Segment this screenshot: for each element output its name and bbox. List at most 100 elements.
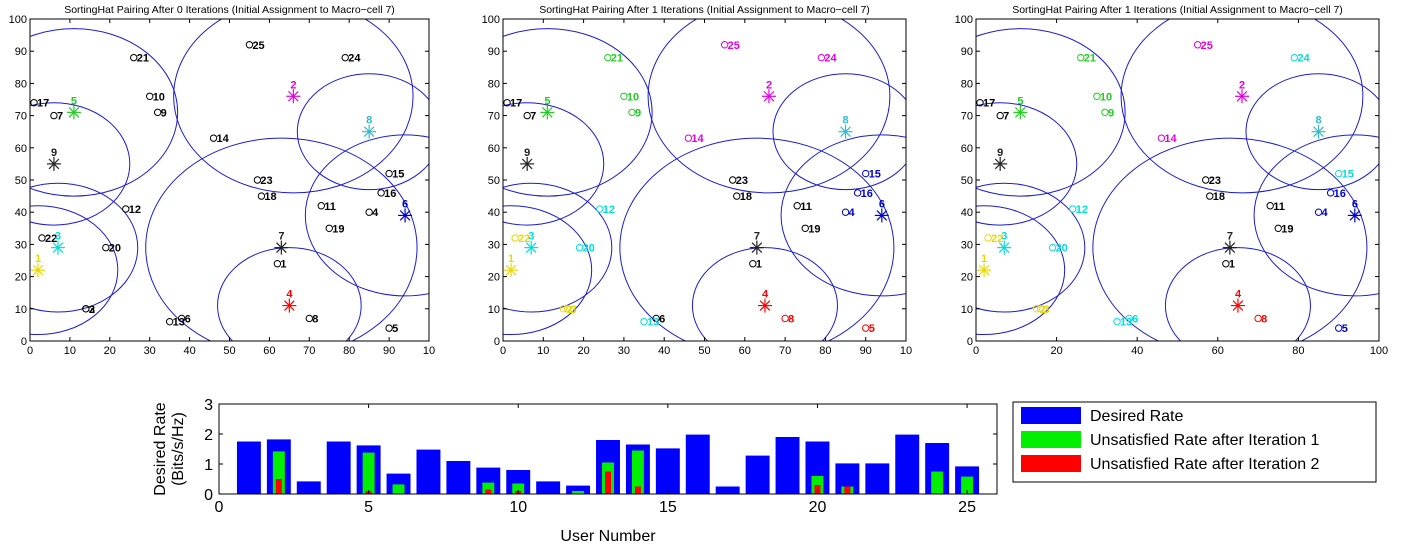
y-tick-label: 90 — [15, 46, 27, 58]
user-label-17: 17 — [37, 98, 49, 110]
cell-label-9: 9 — [997, 147, 1003, 159]
user-marker-22 — [984, 234, 992, 242]
user-label-13: 13 — [1120, 317, 1132, 329]
bar-y-tick-label: 2 — [204, 427, 213, 444]
user-label-4: 4 — [372, 207, 379, 219]
user-marker-6 — [177, 314, 186, 323]
bar-3-user-2 — [275, 479, 282, 494]
user-label-15: 15 — [869, 169, 881, 181]
x-tick-label: 50 — [223, 345, 235, 357]
user-label-8: 8 — [1261, 313, 1267, 325]
user-label-6: 6 — [659, 313, 665, 325]
user-label-25: 25 — [1201, 40, 1213, 52]
bar-y-axis-label-line-1: Desired Rate — [152, 402, 169, 495]
y-tick-label: 40 — [15, 207, 27, 219]
user-marker-2 — [559, 305, 568, 313]
user-marker-25 — [245, 41, 254, 49]
user-label-7: 7 — [57, 111, 63, 123]
bar-3-user-9 — [485, 489, 492, 494]
bar-2-user-5 — [362, 452, 375, 494]
user-label-14: 14 — [217, 133, 230, 145]
user-marker-10 — [620, 92, 628, 100]
cell-label-7: 7 — [278, 231, 284, 243]
cell-star-3 — [50, 240, 65, 255]
user-marker-23 — [1202, 176, 1210, 184]
cell-star-4 — [1230, 298, 1245, 313]
bar-x-tick-label: 10 — [509, 499, 527, 516]
user-label-11: 11 — [800, 201, 812, 213]
bar-1-user-4 — [326, 441, 351, 494]
coverage-circles — [503, 19, 906, 341]
user-label-19: 19 — [808, 223, 820, 235]
user-label-7: 7 — [530, 111, 536, 123]
user-label-20: 20 — [1056, 243, 1068, 255]
bar-2-user-14 — [631, 450, 644, 494]
user-marker-16 — [853, 189, 862, 197]
scatter-panel-1: SortingHat Pairing After 0 Iterations (I… — [9, 4, 435, 357]
user-marker-13 — [165, 317, 174, 326]
user-label-15: 15 — [1342, 169, 1354, 181]
user-marker-3 — [1036, 305, 1045, 313]
user-marker-19 — [325, 224, 333, 233]
user-label-24: 24 — [348, 53, 361, 65]
bar-3-user-20 — [814, 485, 821, 494]
legend-swatch-1 — [1021, 407, 1081, 424]
cell-label-4: 4 — [1235, 289, 1242, 301]
cell-label-7: 7 — [1227, 231, 1233, 243]
cell-label-5: 5 — [544, 95, 550, 107]
user-marker-10 — [146, 92, 154, 100]
x-tick-label: 40 — [658, 345, 670, 357]
user-label-23: 23 — [260, 175, 272, 187]
cell-star-9 — [993, 156, 1008, 171]
panel-title: SortingHat Pairing After 1 Iterations (I… — [1012, 4, 1343, 16]
cell-star-2 — [761, 89, 776, 104]
user-label-4: 4 — [1322, 207, 1329, 219]
user-label-1: 1 — [756, 259, 762, 271]
user-marker-10 — [1093, 92, 1101, 100]
y-tick-label: 60 — [15, 143, 27, 155]
coverage-circle-3 — [976, 182, 1086, 313]
bar-y-axis-label-line-2: (Bits/s/Hz) — [170, 412, 187, 486]
coverage-circle-4 — [217, 247, 362, 341]
legend: Desired Rate Unsatisfied Rate after Itera… — [1012, 401, 1377, 483]
bar-y-tick-label: 3 — [204, 397, 213, 414]
y-tick-label: 0 — [967, 336, 973, 348]
legend-swatch-2 — [1021, 431, 1081, 448]
user-label-1: 1 — [280, 259, 286, 271]
y-tick-label: 50 — [15, 175, 27, 187]
coverage-circle-2 — [173, 19, 414, 194]
y-tick-label: 80 — [488, 78, 500, 90]
coverage-circle-6 — [780, 134, 906, 297]
user-label-9: 9 — [161, 107, 167, 119]
user-marker-12 — [596, 205, 604, 213]
cell-star-5 — [66, 105, 81, 120]
cell-star-8 — [362, 124, 377, 139]
cell-star-6 — [398, 208, 413, 223]
user-label-12: 12 — [1076, 204, 1088, 216]
user-marker-9 — [628, 108, 636, 117]
user-marker-14 — [209, 134, 218, 142]
user-marker-14 — [1157, 134, 1166, 142]
y-tick-label: 70 — [488, 111, 500, 123]
cell-label-5: 5 — [1017, 95, 1023, 107]
cell-label-8: 8 — [1316, 115, 1322, 127]
bar-x-axis-label: User Number — [560, 528, 656, 545]
y-tick-label: 80 — [961, 78, 973, 90]
user-label-2: 2 — [566, 304, 572, 316]
y-tick-label: 20 — [961, 272, 973, 284]
x-tick-label: 50 — [698, 345, 710, 357]
user-label-18: 18 — [740, 191, 752, 203]
cell-label-2: 2 — [1239, 79, 1245, 91]
user-marker-20 — [1048, 243, 1057, 252]
user-label-19: 19 — [1281, 223, 1293, 235]
bar-1-user-22 — [865, 463, 890, 494]
user-label-14: 14 — [691, 133, 704, 145]
user-marker-8 — [1254, 314, 1262, 323]
user-marker-20 — [575, 243, 584, 252]
x-tick-label: 90 — [383, 345, 395, 357]
coverage-circle-4 — [691, 247, 838, 341]
cell-label-6: 6 — [402, 198, 408, 210]
bar-3-user-14 — [634, 486, 641, 494]
cell-star-7 — [1222, 240, 1237, 255]
